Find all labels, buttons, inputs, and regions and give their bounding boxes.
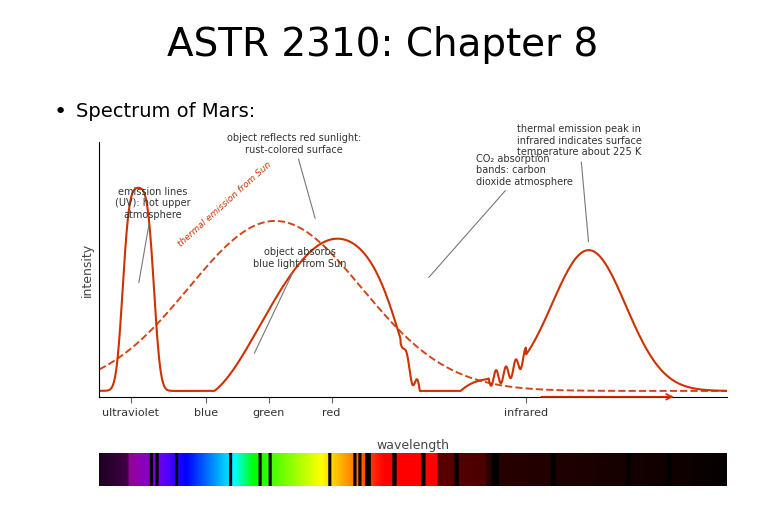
- Text: CO₂ absorption
bands: carbon
dioxide atmosphere: CO₂ absorption bands: carbon dioxide atm…: [428, 153, 573, 278]
- Text: thermal emission peak in
infrared indicates surface
temperature about 225 K: thermal emission peak in infrared indica…: [517, 124, 642, 242]
- X-axis label: wavelength: wavelength: [376, 438, 450, 451]
- Text: Spectrum of Mars:: Spectrum of Mars:: [76, 102, 256, 121]
- Text: ASTR 2310: Chapter 8: ASTR 2310: Chapter 8: [167, 25, 598, 64]
- Text: thermal emission from Sun: thermal emission from Sun: [177, 159, 273, 248]
- Text: •: •: [54, 102, 67, 122]
- Text: object absorbs
blue light from Sun: object absorbs blue light from Sun: [253, 247, 347, 354]
- Text: emission lines
(UV): hot upper
atmosphere: emission lines (UV): hot upper atmospher…: [115, 186, 190, 283]
- Y-axis label: intensity: intensity: [81, 243, 94, 297]
- Text: object reflects red sunlight:
rust-colored surface: object reflects red sunlight: rust-color…: [226, 133, 361, 219]
